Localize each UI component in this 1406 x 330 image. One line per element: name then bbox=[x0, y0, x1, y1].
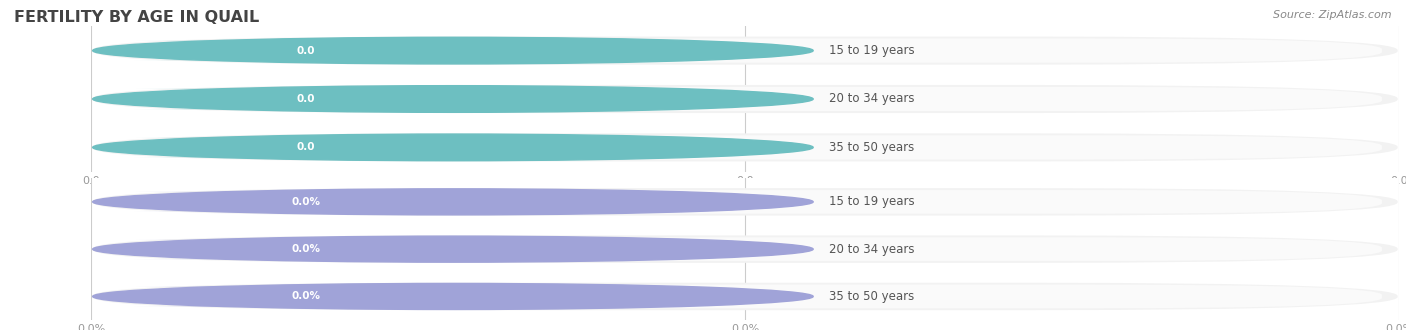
Text: 20 to 34 years: 20 to 34 years bbox=[830, 92, 914, 106]
FancyBboxPatch shape bbox=[107, 284, 1382, 308]
Circle shape bbox=[93, 236, 813, 262]
FancyBboxPatch shape bbox=[135, 89, 477, 109]
Text: FERTILITY BY AGE IN QUAIL: FERTILITY BY AGE IN QUAIL bbox=[14, 10, 259, 25]
Text: 0.0: 0.0 bbox=[297, 94, 315, 104]
Text: 20 to 34 years: 20 to 34 years bbox=[830, 243, 914, 256]
FancyBboxPatch shape bbox=[135, 286, 477, 306]
Text: 15 to 19 years: 15 to 19 years bbox=[830, 44, 914, 57]
FancyBboxPatch shape bbox=[93, 37, 1398, 65]
Circle shape bbox=[93, 189, 813, 215]
FancyBboxPatch shape bbox=[135, 239, 477, 259]
Circle shape bbox=[93, 283, 813, 310]
Text: 35 to 50 years: 35 to 50 years bbox=[830, 141, 914, 154]
Circle shape bbox=[93, 134, 813, 161]
Circle shape bbox=[93, 37, 813, 64]
FancyBboxPatch shape bbox=[107, 190, 1382, 214]
FancyBboxPatch shape bbox=[135, 41, 477, 61]
Text: 15 to 19 years: 15 to 19 years bbox=[830, 195, 914, 208]
FancyBboxPatch shape bbox=[93, 188, 1398, 215]
Text: 0.0%: 0.0% bbox=[291, 244, 321, 254]
Text: 0.0: 0.0 bbox=[297, 143, 315, 152]
FancyBboxPatch shape bbox=[135, 137, 477, 157]
FancyBboxPatch shape bbox=[93, 235, 1398, 263]
Text: 35 to 50 years: 35 to 50 years bbox=[830, 290, 914, 303]
FancyBboxPatch shape bbox=[107, 87, 1382, 111]
Text: 0.0: 0.0 bbox=[297, 46, 315, 55]
Text: 0.0%: 0.0% bbox=[291, 197, 321, 207]
FancyBboxPatch shape bbox=[107, 237, 1382, 261]
FancyBboxPatch shape bbox=[93, 133, 1398, 161]
Text: Source: ZipAtlas.com: Source: ZipAtlas.com bbox=[1274, 10, 1392, 20]
Text: 0.0%: 0.0% bbox=[291, 291, 321, 301]
FancyBboxPatch shape bbox=[93, 283, 1398, 310]
FancyBboxPatch shape bbox=[107, 135, 1382, 159]
FancyBboxPatch shape bbox=[107, 39, 1382, 63]
FancyBboxPatch shape bbox=[93, 85, 1398, 113]
Circle shape bbox=[93, 86, 813, 112]
FancyBboxPatch shape bbox=[135, 192, 477, 212]
